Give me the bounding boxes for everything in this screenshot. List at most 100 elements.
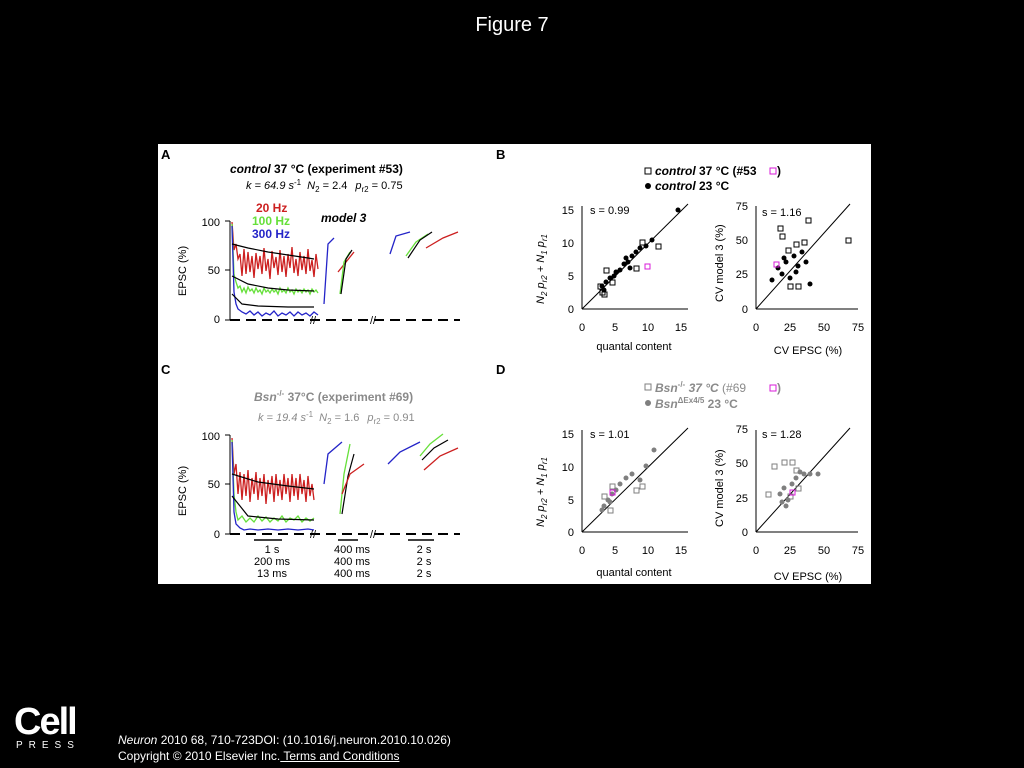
panel-d-ylabel-n1: + N: [535, 478, 547, 499]
panel-a-label: A: [161, 147, 171, 162]
panel-b-right-xtick-25: 25: [784, 322, 796, 334]
panel-d-right-points-filled: [777, 469, 821, 509]
panel-d-legend-1-close: ): [777, 381, 781, 395]
panel-b-left-s: s = 0.99: [590, 205, 629, 217]
panel-d-left-unity-line: [581, 427, 689, 533]
panel-a-recovery-blue-2: [389, 231, 411, 255]
panel-d-ylabel-p-sub: r2: [540, 498, 549, 506]
panel-c-n2-val: = 1.6: [332, 412, 360, 424]
panel-a-p-sub: r2: [362, 185, 370, 194]
panel-b-left-ytick-15: 15: [562, 205, 574, 217]
panel-d-right-ytick-25: 25: [736, 493, 748, 505]
panel-b-ylabel-n2: N: [535, 296, 547, 304]
panel-c-ytick-0: 0: [214, 529, 220, 541]
panel-c-time-green-3: 2 s: [417, 556, 432, 568]
data-point: [675, 207, 681, 213]
panel-c-k-exp: -1: [306, 410, 314, 419]
panel-b-left-points-open: [597, 239, 662, 298]
panel-d-legend-2-sup: ΔEx4/5: [678, 396, 705, 405]
panel-c-time-red-1: 1 s: [265, 544, 280, 556]
panel-b-left-ylabel: N2 pr2 + N1 pr1: [535, 234, 549, 304]
panel-d-legend-1: Bsn-/- 37 °C (#69: [655, 380, 746, 395]
panel-b-ylabel-p1-sub: r1: [540, 234, 549, 241]
panel-c: C Bsn-/- 37°C (experiment #69) k = 19.4 …: [161, 362, 460, 580]
panel-a-fit-20hz: [231, 243, 315, 260]
panel-d-left-ylabel: N2 pr2 + N1 pr1: [535, 457, 549, 527]
data-point: [609, 279, 616, 286]
panel-d-left-points-open: [601, 483, 646, 514]
panel-b-right-points-open: [777, 217, 852, 290]
citation: Neuron 2010 68, 710-723DOI: (10.1016/j.n…: [118, 732, 451, 764]
panel-a-params: k = 64.9 s-1 N2 = 2.4 pr2 = 0.75: [246, 178, 403, 194]
panel-c-trace-red: [231, 437, 315, 505]
panel-c-p: p: [366, 412, 373, 424]
panel-b-left-xtick-0: 0: [579, 322, 585, 334]
panel-d-ylabel-n2-sub: 2: [540, 514, 549, 520]
panel-a-legend-300hz: 300 Hz: [252, 227, 290, 241]
panel-a-legend-100hz: 100 Hz: [252, 214, 290, 228]
panel-c-time-blue-3: 2 s: [417, 568, 432, 580]
data-point: [609, 483, 616, 490]
panel-d-right-plot: s = 1.28 75 50 25 0 0 25 50 75 CV EPSC (…: [714, 424, 864, 583]
panel-c-ytick-100: 100: [202, 431, 220, 443]
panel-c-time-red-3: 2 s: [417, 544, 432, 556]
data-point: [787, 275, 793, 281]
panel-c-recovery-red-2: [423, 447, 459, 471]
citation-journal: Neuron: [118, 733, 158, 747]
panel-d-left-ytick-0: 0: [568, 527, 574, 539]
data-point: [795, 485, 802, 492]
data-point: [785, 247, 792, 254]
panel-c-n2-sub: 2: [327, 417, 332, 426]
panel-c-time-red-2: 400 ms: [334, 544, 371, 556]
data-point: [601, 291, 608, 298]
data-point: [795, 283, 802, 290]
panel-b-right-xtick-75: 75: [852, 322, 864, 334]
data-point: [807, 471, 813, 477]
panel-d-left-s: s = 1.01: [590, 429, 629, 441]
panel-d-left-plot: s = 1.01 15 10 5 0 0 5 10 15 quantal con…: [535, 427, 689, 579]
panel-b-right-ytick-50: 50: [736, 235, 748, 247]
data-point: [617, 267, 623, 273]
terms-and-conditions-link[interactable]: Terms and Conditions: [280, 749, 400, 763]
panel-d-left-xtick-15: 15: [675, 545, 687, 557]
panel-c-ytick-50: 50: [208, 479, 220, 491]
data-point: [597, 283, 604, 290]
panel-c-recovery-blue-2: [387, 441, 421, 465]
panel-d-right-xtick-50: 50: [818, 545, 830, 557]
panel-a-model-label: model 3: [321, 211, 367, 225]
data-point: [793, 269, 799, 275]
panel-c-title-italic: Bsn: [254, 390, 277, 404]
panel-c-recovery-black-1: [341, 453, 355, 515]
data-point: [783, 503, 789, 509]
panel-d-right-ytick-50: 50: [736, 458, 748, 470]
panel-d-legend-magenta-square: [769, 384, 777, 392]
data-point: [623, 475, 629, 481]
panel-b-ylabel-p1: p: [535, 241, 547, 250]
citation-line-1: Neuron 2010 68, 710-723DOI: (10.1016/j.n…: [118, 732, 451, 748]
data-point: [765, 491, 772, 498]
panel-c-axis-break-1: //: [310, 529, 317, 541]
panel-c-fit-green: [231, 495, 315, 521]
data-point: [775, 265, 781, 271]
panel-d-legend-2-italic: Bsn: [655, 397, 678, 411]
panel-d-ylabel-p: p: [535, 505, 547, 514]
data-point: [613, 269, 619, 275]
data-point: [793, 241, 800, 248]
data-point: [601, 503, 607, 509]
data-point: [787, 283, 794, 290]
data-point: [793, 475, 799, 481]
figure-panel: A control 37 °C (experiment #53) k = 64.…: [158, 144, 871, 584]
panel-c-params: k = 19.4 s-1 N2 = 1.6 pr2 = 0.91: [258, 410, 415, 426]
panel-b-ylabel-p: p: [535, 282, 547, 291]
data-point: [633, 487, 640, 494]
panel-b-right-ylabel: CV model 3 (%): [714, 224, 726, 302]
panel-c-label: C: [161, 362, 171, 377]
panel-d-legend-2: BsnΔEx4/5 23 °C: [655, 396, 738, 411]
slide-title: Figure 7: [475, 14, 549, 36]
data-point: [621, 261, 627, 267]
panel-c-trace-green: [231, 439, 315, 524]
data-point: [607, 499, 613, 505]
data-point: [633, 265, 640, 272]
panel-d-legend-2-text: 23 °C: [704, 397, 738, 411]
panel-a-trace-red: [231, 221, 319, 280]
